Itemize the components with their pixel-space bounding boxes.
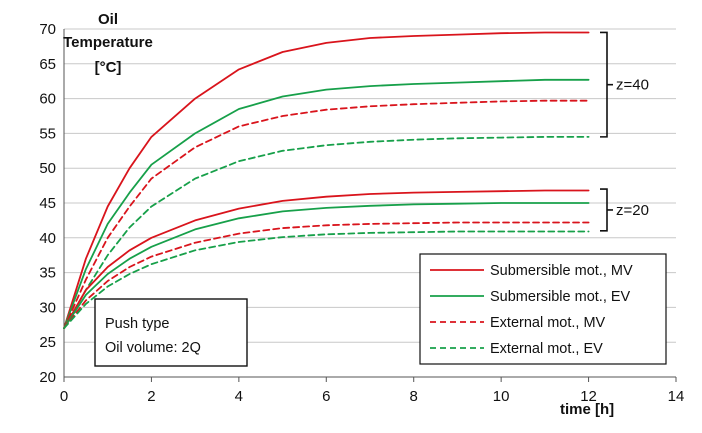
series-line-z20-5	[63, 202, 590, 330]
y-tick-label-40: 40	[39, 230, 56, 247]
legend-label-0: Submersible mot., MV	[490, 263, 633, 279]
x-tick-label-8: 8	[410, 388, 418, 405]
legend-label-3: External mot., EV	[490, 341, 603, 357]
series-layer	[63, 31, 590, 330]
group-bracket-z40: z=40	[600, 31, 649, 138]
annotation-box: Push type Oil volume: 2Q	[94, 298, 248, 367]
group-brackets: z=40 z=20	[600, 31, 649, 232]
x-tick-label-10: 10	[493, 388, 510, 405]
x-tick-label-2: 2	[147, 388, 155, 405]
series-line-z20-7	[63, 230, 590, 330]
bracket-line	[600, 188, 608, 232]
y-tick-label-45: 45	[39, 195, 56, 212]
legend: Submersible mot., MV Submersible mot., EV…	[419, 253, 667, 365]
group-bracket-z20: z=20	[600, 188, 649, 232]
series-line-z20-4	[63, 189, 590, 330]
x-tick-label-6: 6	[322, 388, 330, 405]
y-tick-label-60: 60	[39, 91, 56, 108]
series-line-z40-2	[63, 99, 590, 330]
legend-entries: Submersible mot., MV Submersible mot., EV…	[430, 263, 633, 357]
annotation-line-1: Push type	[105, 316, 170, 332]
series-line-z20-6	[63, 221, 590, 330]
series-line-z40-1	[63, 78, 590, 330]
y-tick-label-50: 50	[39, 160, 56, 177]
y-tick-label-65: 65	[39, 56, 56, 73]
series-line-z40-0	[63, 31, 590, 330]
y-axis-title-line-3: [°C]	[95, 59, 122, 76]
y-axis-title-line-2: Temperature	[63, 34, 153, 51]
y-axis-title: Oil Temperature [°C]	[63, 11, 153, 76]
series-line-z40-3	[63, 136, 590, 330]
bracket-line	[600, 31, 608, 138]
legend-label-1: Submersible mot., EV	[490, 289, 631, 305]
y-axis-title-line-1: Oil	[98, 11, 118, 28]
x-tick-label-14: 14	[668, 388, 685, 405]
x-axis-title: time [h]	[560, 401, 614, 418]
x-tick-label-12: 12	[580, 388, 597, 405]
x-tick-label-0: 0	[60, 388, 68, 405]
x-tick-label-4: 4	[235, 388, 243, 405]
annotation-line-2: Oil volume: 2Q	[105, 340, 201, 356]
y-tick-label-20: 20	[39, 369, 56, 386]
y-tick-label-25: 25	[39, 334, 56, 351]
legend-label-2: External mot., MV	[490, 315, 606, 331]
y-tick-label-55: 55	[39, 125, 56, 142]
y-tick-label-30: 30	[39, 299, 56, 316]
y-tick-label-70: 70	[39, 21, 56, 38]
axis-layer: 20 25 30 35 40 45 50 55 60 65 70 0 2 4 6 8 10 12 14	[39, 21, 684, 405]
y-tick-label-35: 35	[39, 265, 56, 282]
group-label-z20: z=20	[616, 202, 649, 219]
legend-box	[419, 253, 667, 365]
group-label-z40: z=40	[616, 77, 649, 94]
